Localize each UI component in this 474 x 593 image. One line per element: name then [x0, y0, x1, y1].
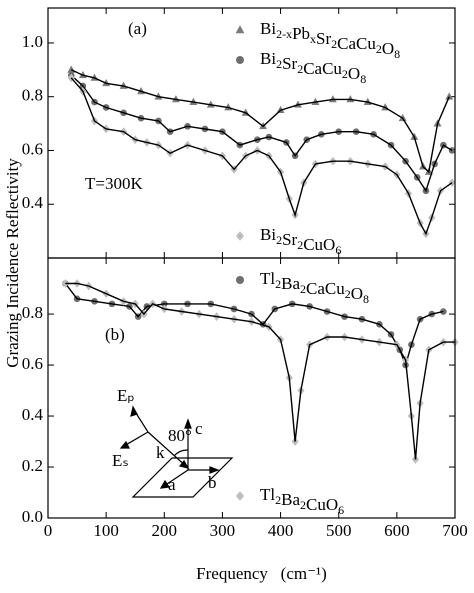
- data-point: [346, 95, 355, 103]
- y-tick-label: 0.8: [22, 303, 43, 322]
- y-tick-label: 0.6: [22, 139, 43, 158]
- y-tick-label: 0.4: [22, 193, 44, 212]
- data-point: [328, 95, 337, 103]
- x-tick-label: 300: [210, 521, 236, 540]
- data-point: [189, 97, 198, 105]
- x-tick-label: 600: [384, 521, 410, 540]
- inset-label: Eₚ: [117, 386, 135, 405]
- inset-k-ray: [147, 431, 189, 469]
- fit-line: [70, 77, 453, 236]
- x-tick-label: 200: [152, 521, 178, 540]
- annotation: (b): [105, 325, 125, 344]
- inset-arrowhead: [178, 459, 190, 469]
- inset-arrowhead: [119, 440, 130, 449]
- y-tick-label: 1.0: [22, 32, 43, 51]
- y-tick-label: 0.2: [22, 456, 43, 475]
- x-tick-label: 500: [326, 521, 352, 540]
- inset-label: b: [208, 473, 217, 492]
- data-point: [171, 95, 180, 103]
- inset-arrowhead: [184, 418, 192, 429]
- x-axis-label: Frequency (cm⁻¹): [196, 564, 327, 583]
- inset-arrowhead: [130, 405, 138, 417]
- legend-marker: [236, 491, 244, 501]
- inset-label: a: [168, 475, 176, 494]
- fit-line: [71, 69, 450, 174]
- legend-marker: [235, 25, 245, 34]
- annotation: (a): [128, 19, 147, 38]
- inset-angle-arc: [173, 449, 189, 457]
- legend-label: Bi2Sr2CaCu2O8: [260, 49, 366, 86]
- inset-es: [123, 431, 149, 447]
- x-tick-label: 0: [44, 521, 53, 540]
- inset-label: 80°: [168, 426, 192, 445]
- fit-line: [65, 282, 455, 460]
- inset-diagram: [119, 405, 234, 498]
- legend-label: Bi2-xPbxSr2CaCu2O8: [260, 19, 400, 61]
- y-tick-label: 0.6: [22, 354, 43, 373]
- legend-label: Bi2Sr2CuO6: [260, 225, 341, 257]
- data-point: [67, 73, 75, 83]
- x-tick-label: 400: [268, 521, 294, 540]
- data-point: [311, 97, 320, 105]
- legend-marker: [236, 276, 244, 284]
- legend-marker: [236, 231, 244, 241]
- data-point: [445, 92, 454, 100]
- y-axis-label: Grazing Incidence Reflectivity: [3, 158, 22, 368]
- inset-arrowhead: [209, 466, 220, 474]
- inset-plane: [131, 457, 234, 498]
- y-tick-label: 0.8: [22, 86, 43, 105]
- y-tick-label: 0.4: [22, 405, 44, 424]
- data-point: [206, 100, 215, 108]
- fit-line: [70, 74, 453, 193]
- plot-frame: [47, 257, 456, 519]
- inset-label: k: [156, 443, 165, 462]
- legend-marker: [236, 56, 244, 64]
- x-tick-label: 700: [442, 521, 468, 540]
- y-tick-label: 0.0: [22, 507, 43, 526]
- inset-arrowhead: [159, 479, 171, 489]
- x-tick-label: 100: [93, 521, 119, 540]
- annotation: T=300K: [85, 174, 143, 193]
- inset-label: c: [195, 419, 203, 438]
- inset-label: Eₛ: [112, 451, 129, 470]
- legend-label: Tl2Ba2CaCu2O8: [260, 269, 369, 306]
- legend-label: Tl2Ba2CuO6: [260, 485, 344, 517]
- inset-a-axis: [163, 469, 189, 487]
